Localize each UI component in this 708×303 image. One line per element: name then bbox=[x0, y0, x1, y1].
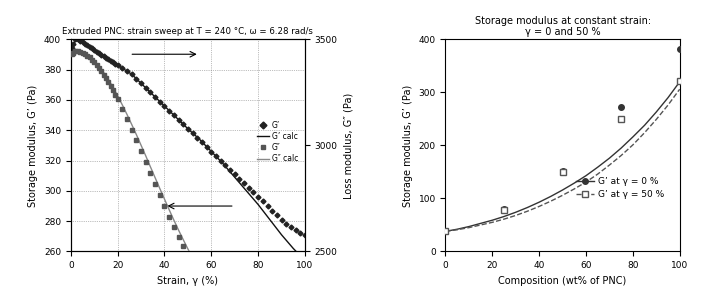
Y-axis label: Loss modulus, G″ (Pa): Loss modulus, G″ (Pa) bbox=[343, 92, 353, 198]
X-axis label: Strain, γ (%): Strain, γ (%) bbox=[157, 276, 218, 286]
Y-axis label: Storage modulus, G’ (Pa): Storage modulus, G’ (Pa) bbox=[403, 84, 413, 207]
Legend: G’ at γ = 0 %, G’ at γ = 50 %: G’ at γ = 0 %, G’ at γ = 50 % bbox=[572, 173, 668, 202]
Legend: G’, G’ calc, G″, G″ calc: G’, G’ calc, G″, G″ calc bbox=[254, 118, 301, 166]
Title: Extruded PNC: strain sweep at T = 240 °C, ω = 6.28 rad/s: Extruded PNC: strain sweep at T = 240 °C… bbox=[62, 27, 314, 36]
Y-axis label: Storage modulus, G’ (Pa): Storage modulus, G’ (Pa) bbox=[28, 84, 38, 207]
X-axis label: Composition (wt% of PNC): Composition (wt% of PNC) bbox=[498, 276, 627, 286]
Title: Storage modulus at constant strain:
γ = 0 and 50 %: Storage modulus at constant strain: γ = … bbox=[474, 16, 651, 37]
